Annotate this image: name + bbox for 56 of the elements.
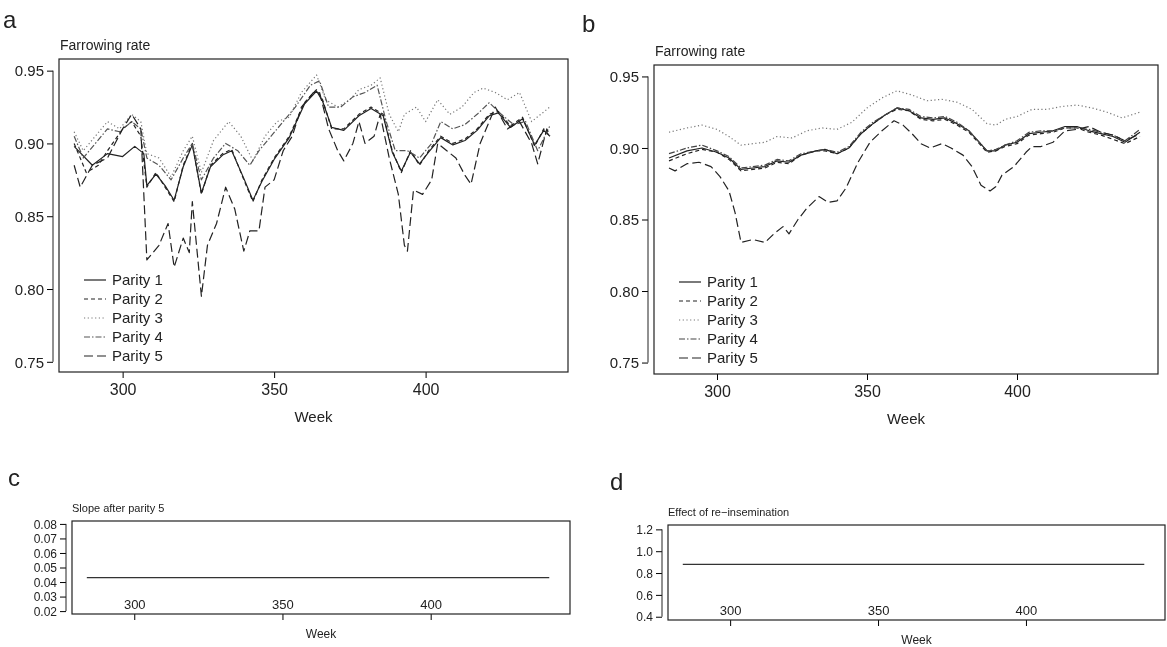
legend-label: Parity 3 [112, 309, 163, 327]
chart-title: a [3, 6, 17, 33]
y-tick-label: 0.4 [636, 610, 654, 625]
legend-label: Parity 1 [112, 271, 163, 289]
x-tick-label: 400 [1004, 383, 1031, 401]
y-tick-label: 1.0 [636, 544, 654, 559]
y-tick-label: 0.05 [33, 561, 58, 576]
y-axis-title: Effect of re−insemination [668, 506, 790, 518]
y-tick-label: 0.04 [33, 575, 58, 590]
y-tick-label: 0.90 [609, 139, 639, 157]
y-tick-label: 0.03 [33, 590, 58, 605]
x-tick-label: 350 [867, 603, 890, 619]
y-tick-label: 0.80 [609, 282, 639, 300]
x-tick-label: 300 [719, 603, 742, 619]
legend-label: Parity 4 [707, 330, 758, 348]
x-tick-label: 350 [272, 597, 294, 613]
y-axis-title: Farrowing rate [655, 43, 746, 59]
y-axis-title: Slope after parity 5 [72, 502, 165, 514]
y-tick-label: 0.02 [33, 604, 58, 619]
x-axis-title: Week [886, 410, 926, 427]
x-axis-title: Week [901, 633, 933, 647]
x-axis-title: Week [294, 408, 334, 425]
x-tick-label: 350 [854, 383, 881, 401]
x-tick-label: 350 [261, 381, 289, 399]
y-tick-label: 0.95 [609, 68, 639, 86]
x-tick-label: 300 [123, 597, 146, 613]
chart-title: c [8, 464, 20, 491]
x-axis-title: Week [305, 627, 338, 641]
y-tick-label: 0.95 [14, 62, 44, 80]
legend-label: Parity 5 [707, 349, 758, 367]
legend-label: Parity 2 [707, 292, 758, 310]
legend-label: Parity 1 [707, 273, 758, 291]
y-tick-label: 0.80 [14, 280, 44, 298]
legend-label: Parity 3 [707, 311, 758, 329]
y-tick-label: 0.06 [33, 546, 58, 561]
y-tick-label: 0.75 [609, 354, 639, 372]
y-tick-label: 0.08 [33, 517, 58, 532]
y-tick-label: 1.2 [636, 523, 654, 538]
legend-label: Parity 5 [112, 347, 163, 365]
y-axis-title: Farrowing rate [60, 37, 151, 53]
y-tick-label: 0.6 [636, 588, 654, 603]
x-tick-label: 400 [420, 597, 443, 613]
y-tick-label: 0.90 [14, 135, 44, 153]
chart-title: b [582, 10, 596, 37]
x-tick-label: 300 [109, 381, 137, 399]
y-tick-label: 0.85 [14, 207, 44, 225]
legend-label: Parity 4 [112, 328, 163, 346]
x-tick-label: 400 [1015, 603, 1038, 619]
x-tick-label: 300 [704, 383, 731, 401]
y-tick-label: 0.8 [636, 566, 654, 581]
chart-title: d [610, 468, 624, 495]
y-tick-label: 0.75 [14, 353, 44, 371]
y-tick-label: 0.85 [609, 211, 639, 229]
y-tick-label: 0.07 [33, 532, 58, 547]
x-tick-label: 400 [412, 381, 440, 399]
legend-label: Parity 2 [112, 290, 163, 308]
